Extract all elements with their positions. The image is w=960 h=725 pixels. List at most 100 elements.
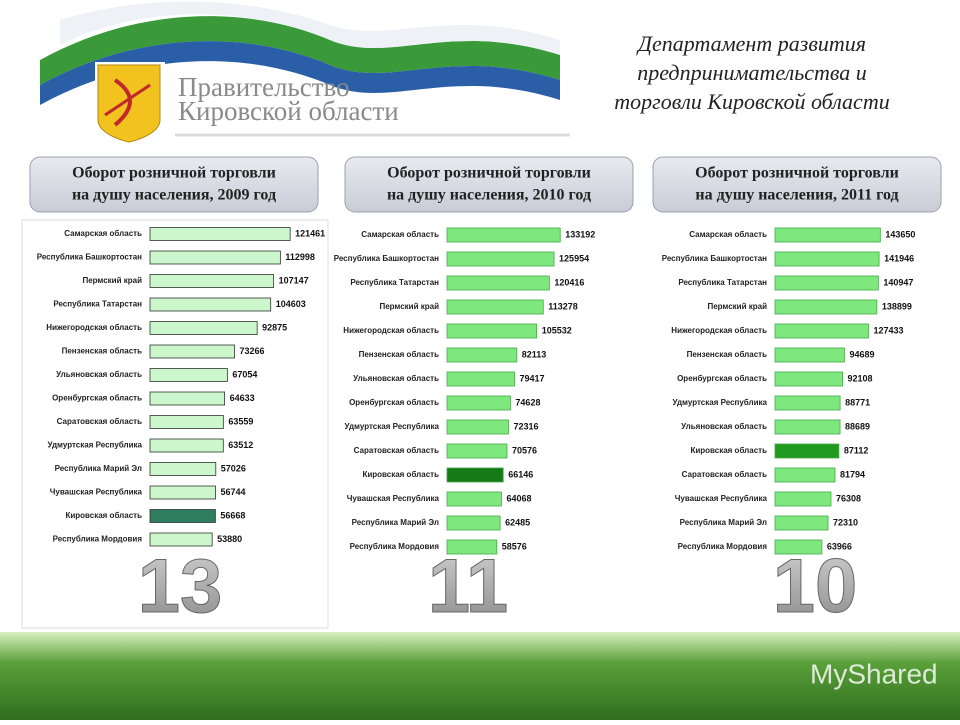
category-label: Чувашская Республика	[347, 494, 440, 503]
bar	[149, 509, 216, 523]
value-label: 120416	[554, 277, 584, 287]
chart-title: Оборот розничной торговли	[387, 165, 591, 182]
category-label: Нижегородская область	[343, 326, 439, 335]
category-label: Саратовская область	[354, 446, 439, 455]
value-label: 63966	[827, 541, 852, 551]
bar	[149, 485, 216, 500]
bar	[446, 347, 518, 363]
value-label: 73266	[240, 346, 265, 356]
bar	[774, 371, 843, 387]
watermark: MyShared	[810, 658, 938, 689]
rank: 13	[138, 544, 223, 629]
value-label: 143650	[885, 229, 915, 239]
value-label: 67054	[232, 369, 257, 379]
value-label: 125954	[559, 253, 589, 263]
category-label: Кировская область	[362, 470, 439, 479]
category-label: Ульяновская область	[56, 370, 142, 379]
category-label: Республика Мордовия	[53, 535, 143, 544]
ribbon-blue	[40, 41, 560, 105]
bar	[774, 323, 869, 339]
bar	[446, 371, 515, 387]
title-box	[29, 156, 319, 213]
value-label: 88771	[845, 397, 870, 407]
bar	[774, 419, 841, 435]
value-label: 72316	[513, 421, 538, 431]
value-label: 70576	[512, 445, 537, 455]
value-label: 133192	[565, 229, 595, 239]
value-label: 53880	[217, 534, 242, 544]
category-label: Пензенская область	[62, 347, 143, 356]
category-label: Кировская область	[65, 511, 142, 520]
chart-title: Оборот розничной торговли	[72, 165, 276, 182]
category-label: Республика Мордовия	[678, 542, 768, 551]
coat-arrow	[104, 83, 151, 117]
bar	[149, 391, 225, 406]
category-label: Республика Татарстан	[53, 300, 142, 309]
grass	[0, 632, 960, 720]
bar	[446, 251, 555, 267]
bar	[446, 227, 561, 243]
bar	[446, 515, 501, 531]
ribbon-white	[60, 1, 560, 56]
value-label: 140947	[883, 277, 913, 287]
category-label: Республика Татарстан	[350, 278, 439, 287]
value-label: 64068	[506, 493, 531, 503]
rank: 11	[428, 544, 508, 629]
category-label: Удмуртская Республика	[673, 398, 768, 407]
bar	[149, 532, 213, 547]
bar	[446, 539, 498, 555]
category-label: Пензенская область	[687, 350, 768, 359]
value-label: 92875	[262, 322, 287, 332]
bar	[149, 227, 291, 241]
bar	[149, 462, 217, 476]
value-label: 107147	[279, 275, 309, 285]
value-label: 94689	[849, 349, 874, 359]
category-label: Республика Марий Эл	[55, 464, 142, 473]
category-label: Республика Мордовия	[350, 542, 440, 551]
org-name: Кировской области	[178, 96, 399, 126]
bar	[774, 467, 836, 483]
bar	[149, 415, 224, 429]
value-label: 63512	[228, 440, 253, 450]
bar	[446, 275, 550, 291]
bar	[149, 250, 281, 265]
bar	[774, 491, 832, 507]
bar	[149, 274, 275, 288]
category-label: Нижегородская область	[671, 326, 767, 335]
bar	[446, 443, 508, 459]
value-label: 72310	[833, 517, 858, 527]
category-label: Республика Башкортостан	[662, 254, 767, 263]
category-label: Нижегородская область	[46, 323, 142, 332]
value-label: 79417	[520, 373, 545, 383]
category-label: Республика Башкортостан	[334, 254, 439, 263]
category-label: Самарская область	[689, 230, 767, 239]
category-label: Пермский край	[707, 302, 767, 311]
rank: 10	[773, 544, 858, 629]
bar	[774, 275, 879, 291]
title-box	[652, 156, 942, 213]
category-label: Республика Марий Эл	[680, 518, 767, 527]
bar	[446, 323, 538, 339]
category-label: Пермский край	[379, 302, 439, 311]
department: торговли Кировской области	[614, 89, 889, 114]
bar	[774, 539, 823, 555]
value-label: 56744	[220, 487, 245, 497]
department: Департамент развития	[636, 31, 866, 56]
bar	[446, 467, 504, 483]
org-name: Правительство	[178, 72, 350, 102]
value-label: 76308	[836, 493, 861, 503]
bar	[149, 344, 235, 359]
value-label: 82113	[522, 349, 547, 359]
value-label: 92108	[848, 373, 873, 383]
value-label: 63559	[228, 416, 253, 426]
bar	[774, 227, 881, 243]
value-label: 127433	[873, 325, 903, 335]
bar	[774, 347, 845, 363]
category-label: Республика Башкортостан	[37, 253, 142, 262]
bar	[774, 251, 880, 267]
bar	[149, 438, 224, 453]
value-label: 66146	[508, 469, 533, 479]
value-label: 81794	[840, 469, 865, 479]
category-label: Республика Марий Эл	[352, 518, 439, 527]
category-label: Самарская область	[361, 230, 439, 239]
